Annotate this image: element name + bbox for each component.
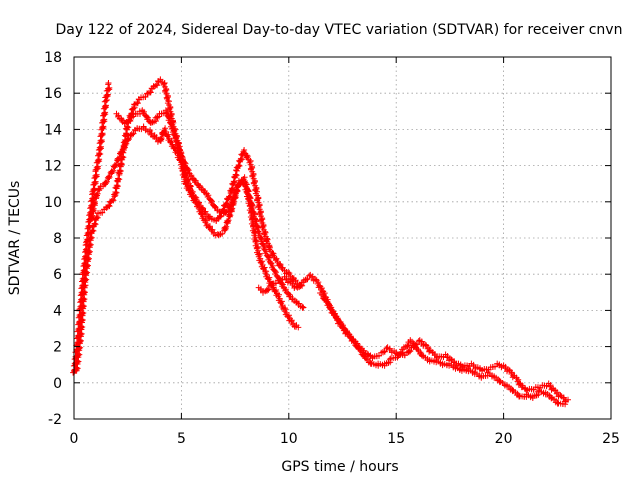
data-point-marker bbox=[122, 142, 129, 149]
series-trace-b bbox=[72, 76, 306, 374]
data-point-marker bbox=[221, 224, 228, 231]
data-point-marker bbox=[125, 136, 132, 143]
y-tick-label: 10 bbox=[44, 195, 62, 211]
data-point-marker bbox=[119, 148, 126, 155]
x-tick-label: 25 bbox=[602, 431, 620, 447]
data-point-marker bbox=[295, 324, 302, 331]
data-point-marker bbox=[110, 167, 117, 174]
data-point-marker bbox=[115, 175, 122, 182]
y-tick-label: 6 bbox=[53, 267, 62, 283]
x-tick-label: 15 bbox=[387, 431, 405, 447]
data-point-marker bbox=[386, 356, 393, 363]
data-point-marker bbox=[130, 130, 137, 137]
data-point-marker bbox=[381, 348, 388, 355]
data-points bbox=[70, 76, 571, 408]
data-point-marker bbox=[267, 259, 274, 266]
data-point-marker bbox=[223, 200, 230, 207]
y-tick-label: 12 bbox=[44, 159, 62, 175]
data-point-marker bbox=[229, 199, 236, 206]
ticks: 0 5 10 15 20 25 -2 0 2 4 6 8 10 12 14 16 18 bbox=[44, 50, 620, 447]
x-tick-label: 10 bbox=[280, 431, 298, 447]
data-point-marker bbox=[147, 89, 154, 95]
y-tick-label: 4 bbox=[53, 303, 62, 319]
x-tick-label: 0 bbox=[70, 431, 79, 447]
data-point-marker bbox=[367, 359, 374, 366]
data-point-marker bbox=[102, 97, 109, 104]
y-tick-label: 16 bbox=[44, 86, 62, 102]
y-tick-label: 18 bbox=[44, 50, 62, 66]
data-point-marker bbox=[237, 180, 244, 187]
data-point-marker bbox=[116, 154, 123, 161]
data-point-marker bbox=[93, 191, 100, 198]
data-point-marker bbox=[231, 192, 238, 199]
chart-title: Day 122 of 2024, Sidereal Day-to-day VTE… bbox=[56, 22, 623, 38]
data-point-marker bbox=[94, 190, 101, 197]
data-point-marker bbox=[103, 180, 109, 187]
data-point-marker bbox=[153, 81, 160, 88]
data-point-marker bbox=[312, 276, 319, 283]
data-point-marker bbox=[515, 392, 522, 399]
x-tick-label: 5 bbox=[177, 431, 186, 447]
data-point-marker bbox=[93, 171, 100, 178]
y-axis-label: SDTVAR / TECUs bbox=[7, 181, 23, 296]
x-tick-label: 20 bbox=[495, 431, 513, 447]
data-point-marker bbox=[91, 199, 98, 205]
data-point-marker bbox=[109, 169, 116, 176]
data-point-marker bbox=[304, 275, 311, 282]
data-point-marker bbox=[554, 399, 561, 406]
series-trace-d bbox=[88, 123, 302, 331]
y-tick-label: 14 bbox=[44, 122, 62, 138]
series-trace-f bbox=[317, 290, 569, 408]
data-point-marker bbox=[227, 206, 234, 213]
data-point-marker bbox=[90, 199, 97, 206]
data-point-marker bbox=[123, 140, 130, 147]
data-point-marker bbox=[557, 392, 564, 399]
data-point-marker bbox=[88, 213, 95, 220]
data-point-marker bbox=[103, 178, 110, 185]
data-point-marker bbox=[211, 203, 218, 210]
data-point-marker bbox=[234, 187, 240, 193]
data-point-marker bbox=[134, 99, 141, 106]
y-tick-label: -2 bbox=[48, 412, 62, 428]
data-point-marker bbox=[548, 394, 554, 401]
data-point-marker bbox=[106, 174, 113, 181]
data-point-marker bbox=[130, 105, 137, 112]
data-point-marker bbox=[89, 206, 96, 213]
data-point-marker bbox=[448, 356, 454, 363]
data-point-marker bbox=[224, 218, 231, 224]
y-tick-label: 2 bbox=[53, 340, 62, 356]
data-point-marker bbox=[265, 286, 271, 293]
data-point-marker bbox=[226, 193, 233, 200]
data-point-marker bbox=[562, 398, 568, 405]
data-point-marker bbox=[110, 197, 117, 204]
data-point-marker bbox=[105, 202, 112, 209]
data-point-marker bbox=[364, 350, 371, 357]
data-point-marker bbox=[109, 196, 116, 203]
y-tick-label: 0 bbox=[53, 376, 62, 392]
data-point-marker bbox=[406, 347, 413, 354]
data-point-marker bbox=[157, 135, 164, 142]
y-tick-label: 8 bbox=[53, 231, 62, 247]
data-point-marker bbox=[299, 303, 306, 310]
data-point-marker bbox=[106, 84, 113, 91]
data-point-marker bbox=[300, 304, 307, 311]
data-point-marker bbox=[95, 186, 102, 193]
x-axis-label: GPS time / hours bbox=[281, 459, 398, 475]
data-point-marker bbox=[105, 80, 112, 86]
data-point-marker bbox=[113, 161, 120, 168]
data-point-marker bbox=[297, 282, 304, 289]
data-point-marker bbox=[496, 377, 503, 384]
data-point-marker bbox=[219, 230, 226, 237]
grid bbox=[74, 57, 611, 419]
